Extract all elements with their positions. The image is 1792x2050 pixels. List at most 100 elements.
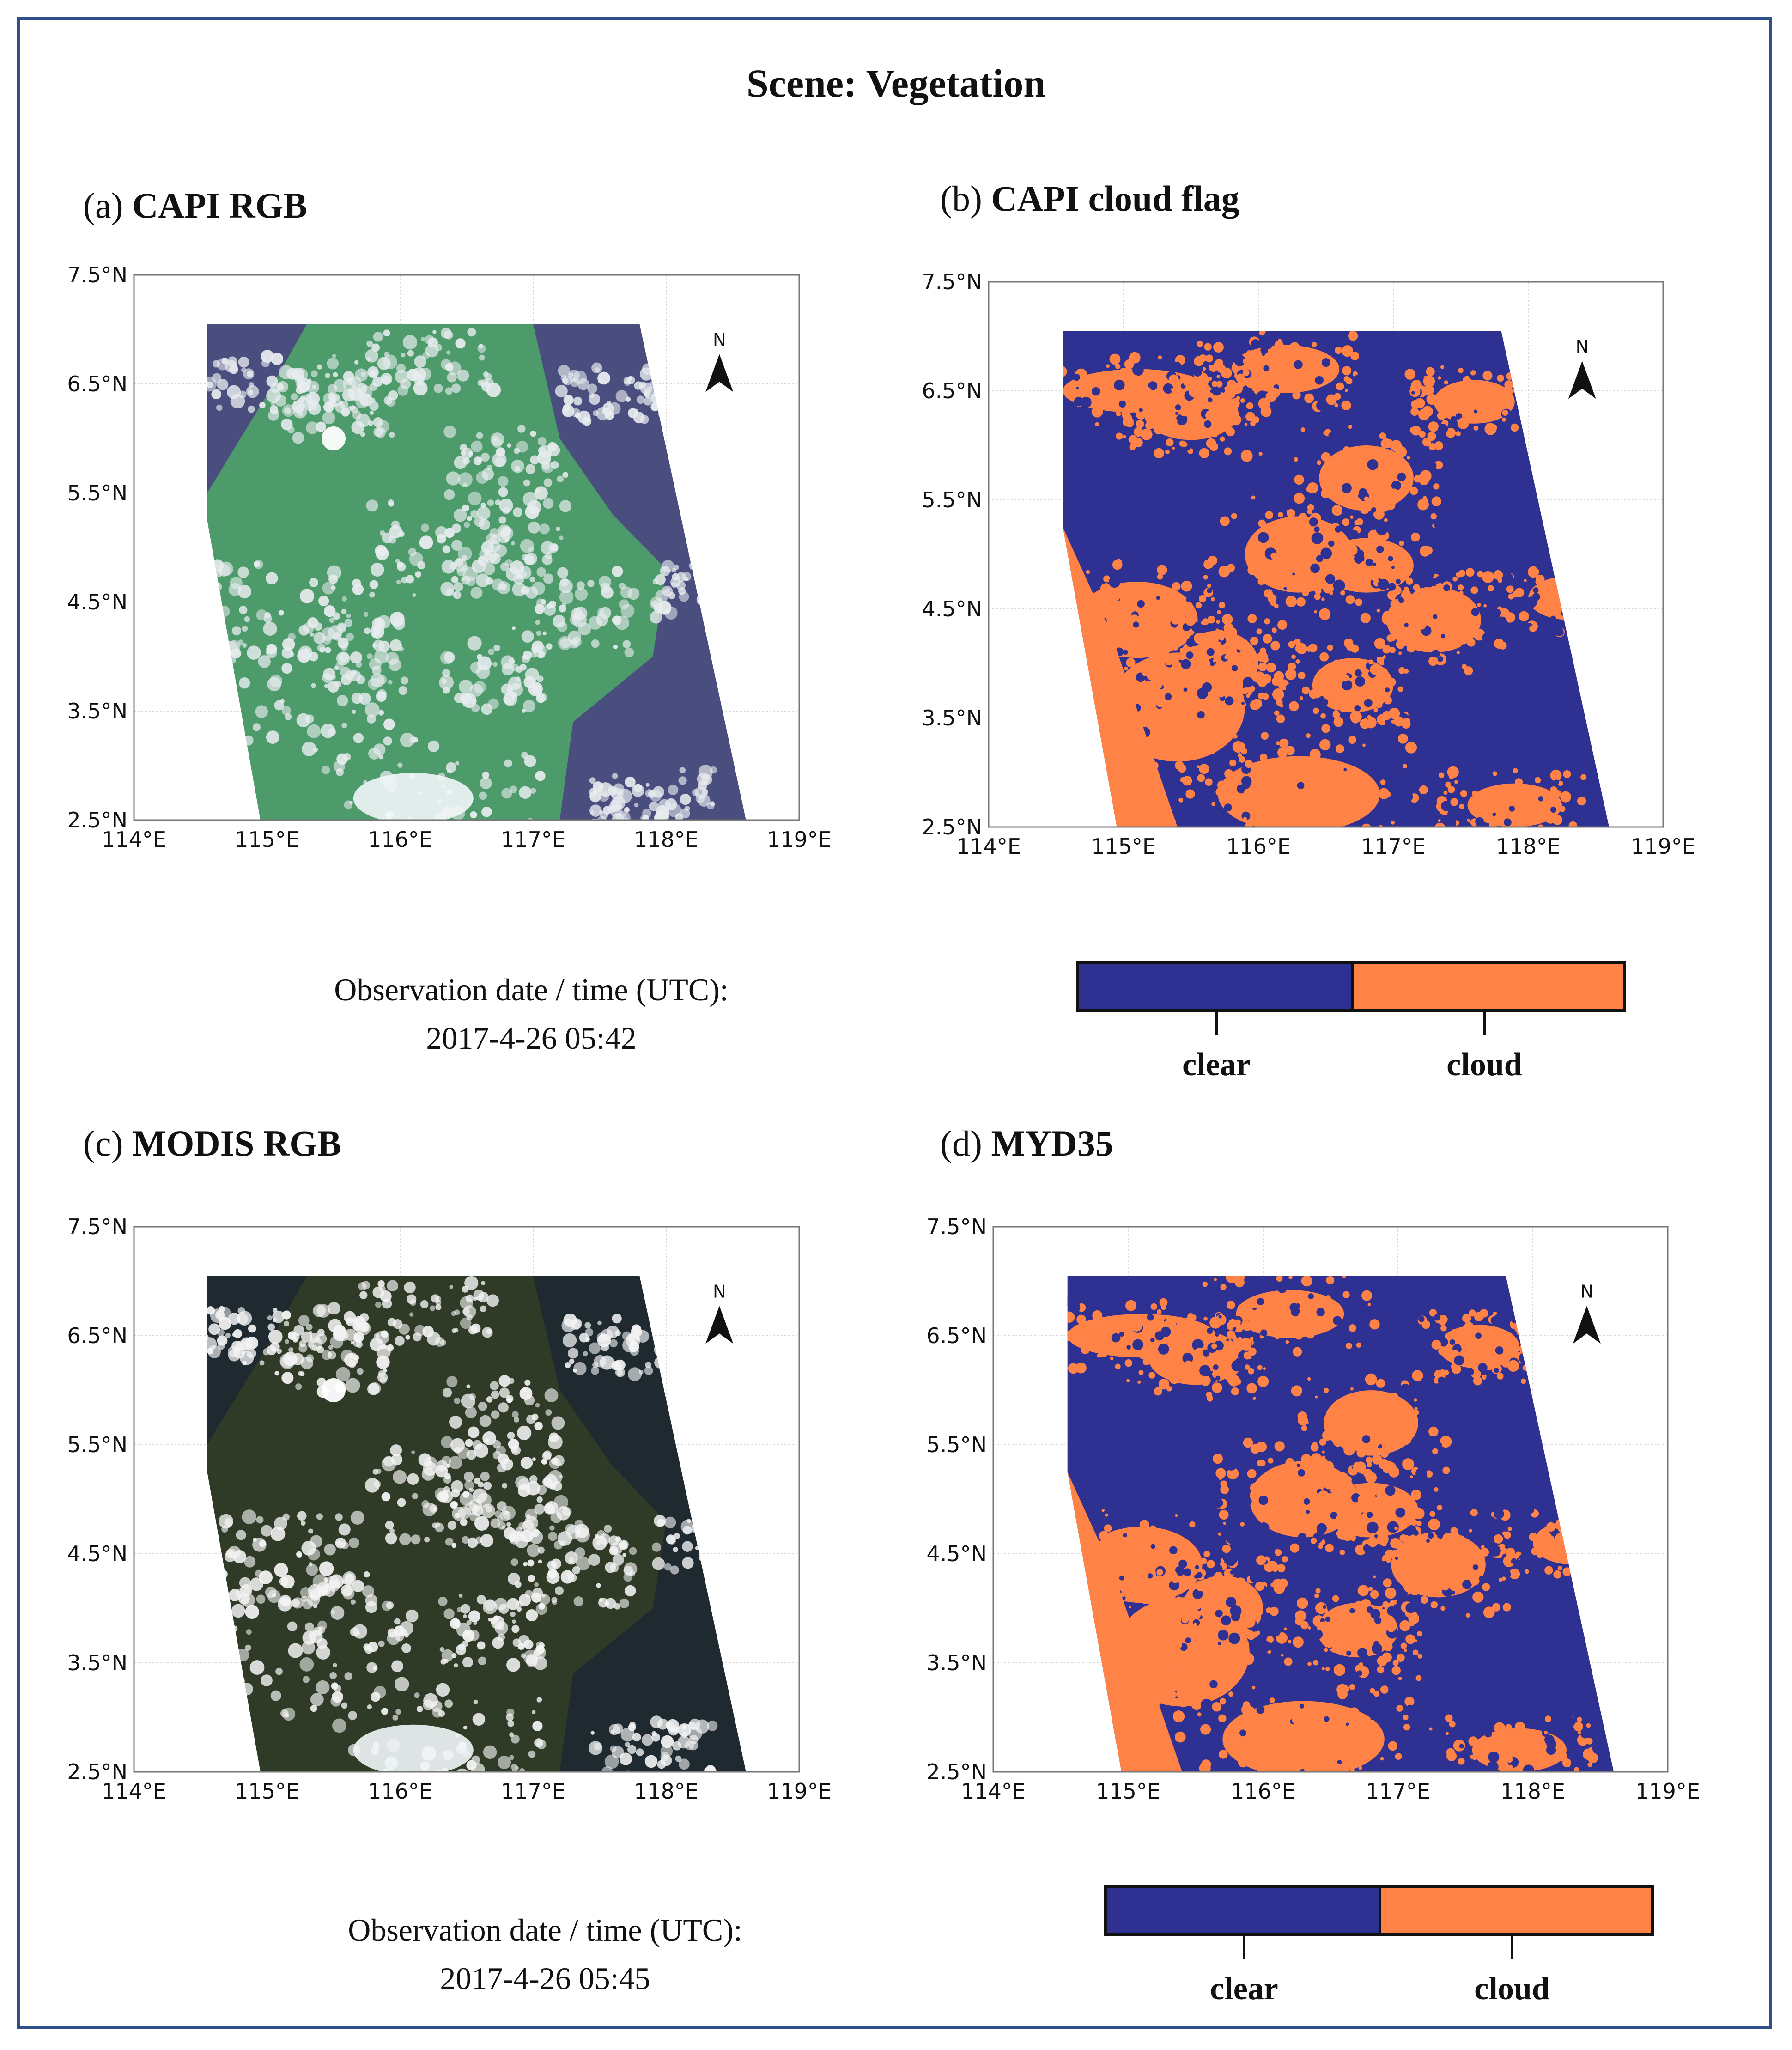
map-panel-modis-rgb: 7.5°N 6.5°N 5.5°N 4.5°N 3.5°N 2.5°N 114°E 115°E… bbox=[67, 1214, 850, 1823]
svg-text:N: N bbox=[713, 329, 726, 350]
legend-tick bbox=[1243, 1936, 1245, 1959]
lon-tick-label: 119°E bbox=[1631, 834, 1695, 859]
lat-tick-label: 2.5°N bbox=[67, 1759, 128, 1784]
legend-cloud-label: cloud bbox=[1474, 1971, 1550, 2007]
lat-tick-label: 4.5°N bbox=[67, 590, 128, 614]
legend-tick bbox=[1511, 1936, 1513, 1959]
lon-tick-label: 118°E bbox=[1496, 834, 1561, 859]
cloud-texture bbox=[207, 328, 746, 821]
map-frame bbox=[992, 1226, 1669, 1773]
legend-myd35: clear cloud bbox=[1104, 1885, 1654, 2024]
observation-info-modis: Observation date / time (UTC): 2017-4-26… bbox=[152, 1906, 938, 2003]
lat-tick-label: 2.5°N bbox=[926, 1759, 987, 1784]
north-arrow-icon: N bbox=[1573, 1281, 1601, 1344]
observation-datetime: 2017-4-26 05:45 bbox=[440, 1961, 650, 1996]
map-frame bbox=[988, 281, 1664, 828]
legend-tick bbox=[1215, 1012, 1218, 1035]
panel-label-c: (c) MODIS RGB bbox=[83, 1123, 341, 1163]
lat-tick-label: 4.5°N bbox=[926, 1541, 987, 1566]
north-arrow-icon: N bbox=[705, 329, 734, 392]
lat-tick-label: 2.5°N bbox=[922, 815, 982, 839]
legend-cloud-swatch bbox=[1351, 961, 1626, 1012]
legend-clear-label: clear bbox=[1210, 1971, 1278, 2007]
legend-clear-swatch bbox=[1104, 1885, 1381, 1936]
lon-tick-label: 117°E bbox=[501, 1779, 565, 1804]
cloud-edge bbox=[1067, 1472, 1182, 1772]
north-arrow-icon: N bbox=[705, 1281, 734, 1344]
figure-title: Scene: Vegetation bbox=[746, 61, 1046, 105]
lat-tick-label: 4.5°N bbox=[67, 1541, 128, 1566]
svg-text:N: N bbox=[713, 1281, 726, 1302]
legend-capi-cloud-flag: clear cloud bbox=[1076, 961, 1626, 1100]
lat-tick-label: 3.5°N bbox=[926, 1650, 987, 1675]
figure-frame bbox=[17, 17, 1772, 2029]
swath-image bbox=[1063, 331, 1610, 827]
map-panel-capi-rgb: 7.5°N 6.5°N 5.5°N 4.5°N 3.5°N 2.5°N 114°E 115°E… bbox=[67, 262, 850, 871]
lat-tick-label: 3.5°N bbox=[922, 706, 982, 730]
swath-image bbox=[207, 324, 746, 821]
lon-tick-label: 114°E bbox=[956, 834, 1021, 859]
legend-clear-label: clear bbox=[1182, 1047, 1251, 1083]
lon-tick-label: 115°E bbox=[1091, 834, 1156, 859]
observation-info-capi: Observation date / time (UTC): 2017-4-26… bbox=[139, 966, 924, 1063]
lat-tick-label: 4.5°N bbox=[922, 596, 982, 621]
lat-tick-label: 6.5°N bbox=[922, 378, 982, 403]
panel-label-d: (d) MYD35 bbox=[940, 1123, 1113, 1163]
lat-tick-label: 6.5°N bbox=[67, 371, 128, 396]
lat-tick-label: 3.5°N bbox=[67, 1650, 128, 1675]
lon-tick-label: 117°E bbox=[1366, 1779, 1430, 1804]
cloud-flag-area bbox=[1063, 331, 1610, 827]
cloud-flag-area bbox=[1067, 1276, 1614, 1772]
lat-tick-label: 7.5°N bbox=[926, 1214, 987, 1239]
north-arrow-icon: N bbox=[1568, 336, 1596, 399]
observation-label: Observation date / time (UTC): bbox=[348, 1912, 742, 1947]
lon-tick-label: 116°E bbox=[1226, 834, 1291, 859]
lon-tick-label: 116°E bbox=[1231, 1779, 1295, 1804]
lat-tick-label: 6.5°N bbox=[926, 1323, 987, 1348]
panel-label-a: (a) CAPI RGB bbox=[83, 185, 308, 225]
panel-label-b: (b) CAPI cloud flag bbox=[940, 178, 1239, 219]
lon-tick-label: 114°E bbox=[102, 827, 166, 852]
legend-clear-swatch bbox=[1076, 961, 1354, 1012]
lat-tick-label: 5.5°N bbox=[67, 1432, 128, 1457]
lon-tick-label: 117°E bbox=[1361, 834, 1426, 859]
lon-tick-label: 115°E bbox=[1096, 1779, 1160, 1804]
lat-tick-label: 5.5°N bbox=[922, 487, 982, 512]
lon-tick-label: 118°E bbox=[1500, 1779, 1565, 1804]
lon-tick-label: 119°E bbox=[767, 827, 832, 852]
lat-tick-label: 7.5°N bbox=[67, 1214, 128, 1239]
swath-image bbox=[1067, 1276, 1614, 1772]
lon-tick-label: 115°E bbox=[235, 1779, 299, 1804]
sea-area bbox=[533, 1276, 746, 1772]
cloud-edge bbox=[1063, 527, 1178, 827]
swath-image bbox=[207, 1276, 746, 1772]
lon-tick-label: 115°E bbox=[235, 827, 299, 852]
cloud-texture bbox=[207, 1276, 746, 1772]
lon-tick-label: 114°E bbox=[102, 1779, 166, 1804]
cloud-mass bbox=[353, 1724, 474, 1772]
legend-cloud-label: cloud bbox=[1446, 1047, 1522, 1083]
map-panel-myd35: 7.5°N 6.5°N 5.5°N 4.5°N 3.5°N 2.5°N 114°E 115°E… bbox=[926, 1214, 1719, 1823]
lon-tick-label: 117°E bbox=[501, 827, 565, 852]
lat-tick-label: 7.5°N bbox=[67, 262, 128, 287]
legend-tick bbox=[1483, 1012, 1486, 1035]
cloud-mass bbox=[353, 773, 474, 821]
lon-tick-label: 119°E bbox=[1635, 1779, 1700, 1804]
lon-tick-label: 118°E bbox=[634, 827, 699, 852]
lat-tick-label: 7.5°N bbox=[922, 269, 982, 294]
map-panel-capi-cloud-flag: 7.5°N 6.5°N 5.5°N 4.5°N 3.5°N 2.5°N 114°E 115°E… bbox=[922, 269, 1714, 878]
map-frame bbox=[133, 274, 800, 821]
lat-tick-label: 2.5°N bbox=[67, 808, 128, 833]
lat-tick-label: 5.5°N bbox=[926, 1432, 987, 1457]
lat-tick-label: 6.5°N bbox=[67, 1323, 128, 1348]
sea-area bbox=[533, 324, 746, 820]
lon-tick-label: 116°E bbox=[368, 1779, 432, 1804]
map-frame bbox=[133, 1226, 800, 1773]
lat-tick-label: 5.5°N bbox=[67, 481, 128, 505]
lon-tick-label: 116°E bbox=[368, 827, 432, 852]
lon-tick-label: 118°E bbox=[634, 1779, 699, 1804]
